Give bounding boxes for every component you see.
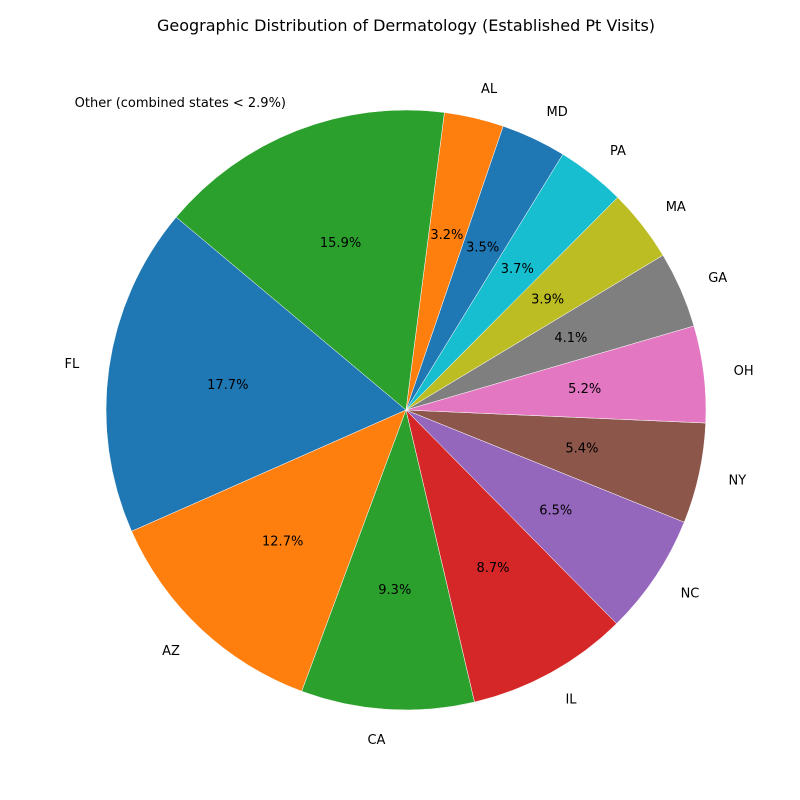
pie-labels: 17.7% FL 12.7% AZ 9.3% CA 8.7% IL 6.5% NC 5.4% NY 5.… bbox=[65, 82, 754, 748]
slice-label-other-combined-states-2-9: Other (combined states < 2.9%) bbox=[75, 96, 286, 111]
pie-slice-nc bbox=[405, 409, 685, 625]
pct-label-ga: 4.1% bbox=[554, 331, 587, 346]
pie-slice-il bbox=[405, 409, 617, 703]
pie-slice-fl bbox=[105, 216, 407, 532]
pct-label-az: 12.7% bbox=[262, 535, 303, 550]
pie-slice-ca bbox=[301, 409, 475, 711]
pct-label-al: 3.2% bbox=[430, 228, 463, 243]
slice-label-ca: CA bbox=[367, 733, 385, 748]
slice-label-al: AL bbox=[481, 82, 498, 97]
slice-label-il: IL bbox=[565, 692, 577, 707]
slice-label-oh: OH bbox=[734, 364, 754, 379]
pie-slice-other-combined-states-2-9 bbox=[175, 109, 445, 411]
pie-slices bbox=[105, 109, 707, 711]
slice-label-md: MD bbox=[547, 105, 568, 120]
slice-label-nc: NC bbox=[681, 587, 700, 602]
chart-title: Geographic Distribution of Dermatology (… bbox=[157, 16, 655, 35]
pct-label-oh: 5.2% bbox=[568, 382, 601, 397]
slice-label-fl: FL bbox=[65, 357, 80, 372]
slice-label-ma: MA bbox=[666, 200, 686, 215]
pct-label-ny: 5.4% bbox=[565, 442, 598, 457]
pct-label-md: 3.5% bbox=[466, 241, 499, 256]
slice-label-az: AZ bbox=[162, 644, 180, 659]
slice-label-ny: NY bbox=[729, 473, 747, 488]
slice-label-pa: PA bbox=[610, 144, 626, 159]
pct-label-pa: 3.7% bbox=[501, 262, 534, 277]
pct-label-ma: 3.9% bbox=[531, 292, 564, 307]
pct-label-fl: 17.7% bbox=[207, 378, 248, 393]
slice-label-ga: GA bbox=[708, 271, 727, 286]
pie-slice-az bbox=[131, 409, 407, 692]
pct-label-ca: 9.3% bbox=[378, 583, 411, 598]
pct-label-other-combined-states-2-9: 15.9% bbox=[320, 236, 361, 251]
pct-label-il: 8.7% bbox=[476, 561, 509, 576]
pct-label-nc: 6.5% bbox=[539, 503, 572, 518]
